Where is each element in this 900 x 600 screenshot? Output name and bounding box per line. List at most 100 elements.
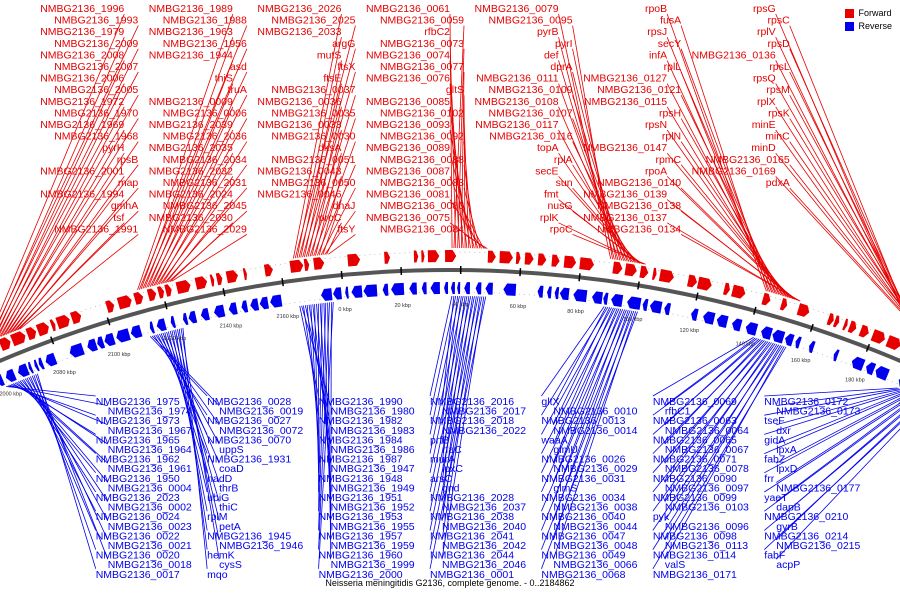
forward-gene-label: argG	[332, 38, 355, 50]
reverse-gene-51	[464, 282, 471, 295]
forward-connector-42	[296, 37, 342, 259]
reverse-connector-121	[776, 397, 900, 464]
reverse-gene-label: NMBG2136_1964	[108, 444, 192, 456]
reverse-gene-74	[732, 318, 743, 332]
forward-gene-label: proC	[319, 212, 342, 224]
forward-gene-label: NMBG2136_0107	[489, 107, 573, 119]
forward-gene-label: NMBG2136_0169	[692, 165, 776, 177]
reverse-gene-label: NMBG2136_1986	[331, 444, 415, 456]
reverse-gene-23	[156, 318, 167, 332]
forward-gene-label: NMBG2136_0083	[380, 177, 464, 189]
reverse-connector-73	[429, 296, 483, 550]
legend-item-reverse: Reverse	[845, 21, 892, 31]
forward-connector-134	[775, 176, 900, 312]
forward-connector-92	[558, 152, 634, 263]
forward-connector-44	[300, 60, 342, 258]
reverse-connector-115	[776, 388, 900, 406]
forward-gene-10	[0, 337, 11, 351]
reverse-gene-69	[664, 302, 672, 316]
reverse-gene-label: NMBG2136_1999	[331, 559, 415, 571]
reverse-gene-label: NMBG2136_0001	[430, 569, 514, 581]
reverse-gene-label: NMBG2136_0096	[665, 521, 749, 533]
forward-gene-label: rpoC	[550, 223, 573, 235]
reverse-gene-19	[116, 328, 131, 343]
forward-gene-label: rplL	[664, 61, 682, 73]
reverse-connector-33	[175, 329, 208, 531]
forward-gene-label: NMBG2136_2039	[149, 119, 233, 131]
reverse-gene-label: mqo	[207, 569, 228, 581]
reverse-gene-label: NMBG2136_0090	[653, 473, 737, 485]
reverse-gene-11	[33, 359, 40, 372]
scale-ticks: 2000 kbp 2080 kbp 2100 kbp 2120 kbp 2140 kbp…	[0, 266, 900, 406]
scale-label-12: 120 kbp	[680, 328, 700, 334]
forward-gene-47	[427, 250, 440, 263]
reverse-gene-label: NMBG2136_0078	[665, 463, 749, 475]
forward-gene-67	[686, 274, 698, 288]
forward-gene-label: fmt	[544, 189, 559, 201]
forward-gene-label: secY	[658, 38, 681, 50]
reverse-gene-label: coaD	[219, 463, 244, 475]
reverse-gene-label: glmS	[553, 482, 577, 494]
forward-connector-80	[558, 13, 612, 260]
reverse-connector-81	[553, 307, 614, 445]
reverse-connector-96	[664, 337, 756, 406]
forward-gene-label: NMBG2136_1991	[54, 223, 138, 235]
forward-gene-label: NMBG2136_1969	[40, 119, 124, 131]
forward-connector-36	[165, 199, 234, 283]
reverse-gene-label: cysS	[219, 559, 242, 571]
forward-gene-25	[175, 279, 191, 295]
forward-gene-63	[639, 265, 649, 279]
reverse-gene-8	[5, 368, 17, 383]
forward-gene-11	[10, 331, 26, 347]
forward-gene-label: NMBG2136_1963	[149, 26, 233, 38]
forward-gene-59	[579, 257, 595, 271]
forward-gene-77	[796, 303, 810, 317]
reverse-gene-label: NMBG2136_0068	[541, 569, 625, 581]
forward-gene-27	[209, 274, 215, 287]
scale-label-16: 200 kbp	[898, 400, 900, 406]
forward-gene-label: rpsM	[766, 84, 789, 96]
reverse-gene-label: NMBG2136_0013	[541, 415, 625, 427]
reverse-gene-label: NMBG2136_0044	[553, 521, 637, 533]
reverse-gene-87	[866, 362, 877, 376]
reverse-gene-label: valS	[665, 559, 685, 571]
forward-connector-120	[775, 13, 900, 307]
reverse-gene-7	[0, 373, 5, 387]
reverse-gene-label: NMBG2136_1961	[108, 463, 192, 475]
reverse-connector-46	[314, 304, 319, 473]
forward-gene-label: NMBG2136_0059	[380, 15, 464, 27]
forward-gene-label: NMBG2136_0138	[597, 200, 681, 212]
reverse-gene-47	[430, 282, 440, 295]
reverse-gene-label: lpxA	[776, 444, 796, 456]
reverse-connector-84	[541, 308, 620, 473]
reverse-gene-label: fabZ	[764, 454, 786, 466]
reverse-gene-59	[547, 286, 552, 299]
forward-connector-63	[457, 48, 465, 249]
reverse-gene-label: frr	[764, 473, 774, 485]
reverse-gene-42	[363, 284, 378, 298]
reverse-connector-102	[664, 340, 767, 464]
reverse-connector-67	[429, 296, 472, 493]
reverse-gene-label: gnd	[442, 482, 460, 494]
reverse-gene-label: NMBG2136_0010	[553, 406, 637, 418]
forward-gene-label: NMBG2136_0093	[366, 119, 450, 131]
forward-gene-label: NMBG2136_0109	[489, 84, 573, 96]
forward-gene-label: NMBG2136_0050	[271, 177, 355, 189]
forward-gene-20	[116, 295, 132, 310]
forward-gene-19	[105, 300, 115, 314]
forward-gene-label: rpoA	[645, 165, 667, 177]
scale-tick-3	[164, 301, 168, 310]
forward-gene-label: NMBG2136_0115	[584, 96, 667, 108]
reverse-connector-120	[764, 395, 900, 454]
reverse-connector-38	[299, 305, 319, 397]
forward-connector-135	[789, 187, 900, 310]
reverse-gene-label: NMBG2136_0215	[776, 540, 860, 552]
forward-gene-label: NMBG2136_0073	[380, 38, 464, 50]
forward-gene-label: NMBG2136_2005	[54, 84, 138, 96]
forward-connector-93	[572, 164, 635, 263]
legend-swatch-reverse	[845, 21, 855, 31]
forward-gene-label: ftsY	[337, 223, 355, 235]
legend-item-forward: Forward	[845, 8, 892, 18]
forward-gene-label: def	[544, 49, 559, 61]
forward-connector-39	[171, 234, 248, 282]
